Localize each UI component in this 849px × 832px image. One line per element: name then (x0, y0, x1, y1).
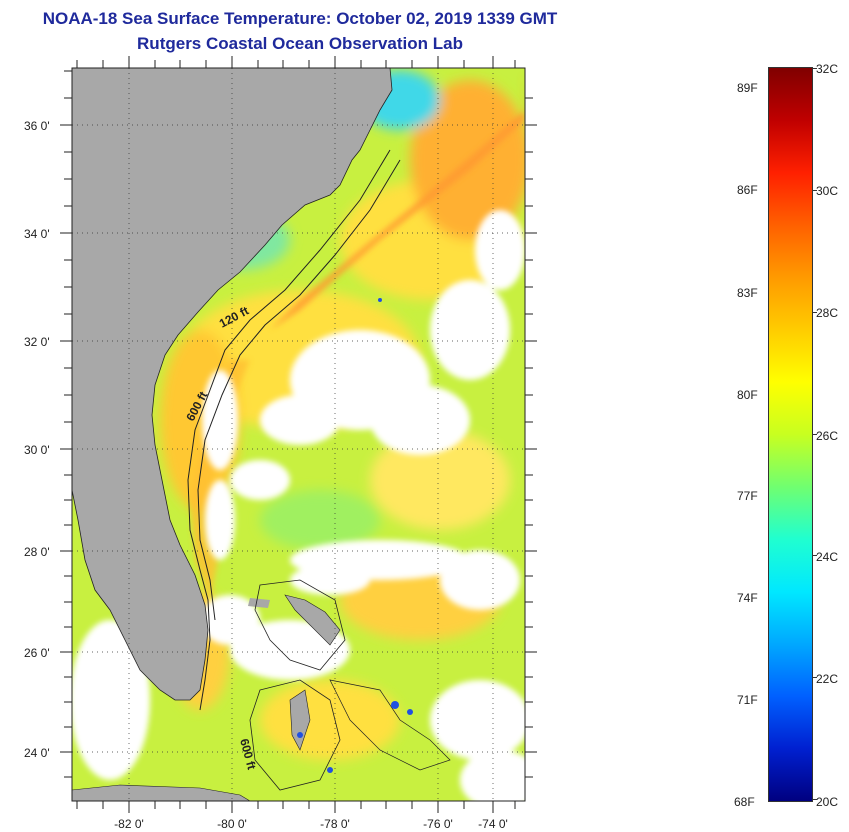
colorbar-tick (812, 434, 817, 435)
map-panel (72, 68, 525, 801)
colorbar-label-83f: 83F (737, 286, 758, 300)
colorbar-tick (812, 68, 817, 69)
colorbar-tick (812, 799, 817, 800)
land-cuba (72, 784, 251, 801)
temperature-colorbar (768, 67, 817, 802)
lon-label-82: -82 0' (114, 817, 144, 831)
colorbar-tick (812, 555, 817, 556)
lat-label-28: 28 0' (24, 545, 50, 559)
lat-label-34: 34 0' (24, 227, 50, 241)
colorbar-tick (812, 312, 817, 313)
lon-ticks (76, 56, 516, 813)
colorbar-label-77f: 77F (737, 489, 758, 503)
lon-label-80: -80 0' (217, 817, 247, 831)
colorbar-label-30c: 30C (816, 184, 839, 198)
lat-label-32: 32 0' (24, 335, 50, 349)
contour-600ft (197, 159, 401, 621)
colorbar-label-22c: 22C (816, 672, 839, 686)
colorbar-label-68f: 68F (734, 795, 755, 809)
lat-ticks (60, 70, 537, 778)
colorbar-label-20c: 20C (816, 795, 839, 809)
map-subtitle: Rutgers Coastal Ocean Observation Lab (137, 34, 463, 53)
lon-label-74: -74 0' (478, 817, 508, 831)
land-grand-bahama (248, 598, 270, 608)
map-frame (71, 67, 526, 802)
contour-exumas (329, 679, 451, 771)
colorbar-tick (812, 677, 817, 678)
land-andros (289, 689, 311, 751)
colorbar-label-86f: 86F (737, 183, 758, 197)
colorbar-label-80f: 80F (737, 388, 758, 402)
contour-great-bahama-bank (249, 679, 341, 791)
land-mainland (72, 68, 393, 701)
colorbar-label-74f: 74F (737, 591, 758, 605)
colorbar-label-24c: 24C (816, 550, 839, 564)
lat-label-26: 26 0' (24, 646, 50, 660)
contour-bahama-bank (254, 579, 346, 671)
colorbar-label-32c: 32C (816, 62, 839, 76)
contour-120ft (187, 149, 391, 711)
colorbar-label-89f: 89F (737, 81, 758, 95)
colorbar-label-28c: 28C (816, 306, 839, 320)
graticule (72, 68, 525, 801)
land-abaco (284, 594, 341, 646)
cloud-cover (72, 210, 525, 801)
lon-label-76: -76 0' (423, 817, 453, 831)
lat-label-24: 24 0' (24, 746, 50, 760)
colorbar-tick (812, 190, 817, 191)
cool-spots (297, 298, 413, 773)
colorbar-label-71f: 71F (737, 693, 758, 707)
florida-current (190, 360, 250, 600)
lat-label-36: 36 0' (24, 119, 50, 133)
map-title: NOAA-18 Sea Surface Temperature: October… (42, 9, 558, 28)
lat-label-30: 30 0' (24, 443, 50, 457)
lon-label-78: -78 0' (320, 817, 350, 831)
colorbar-label-26c: 26C (816, 429, 839, 443)
